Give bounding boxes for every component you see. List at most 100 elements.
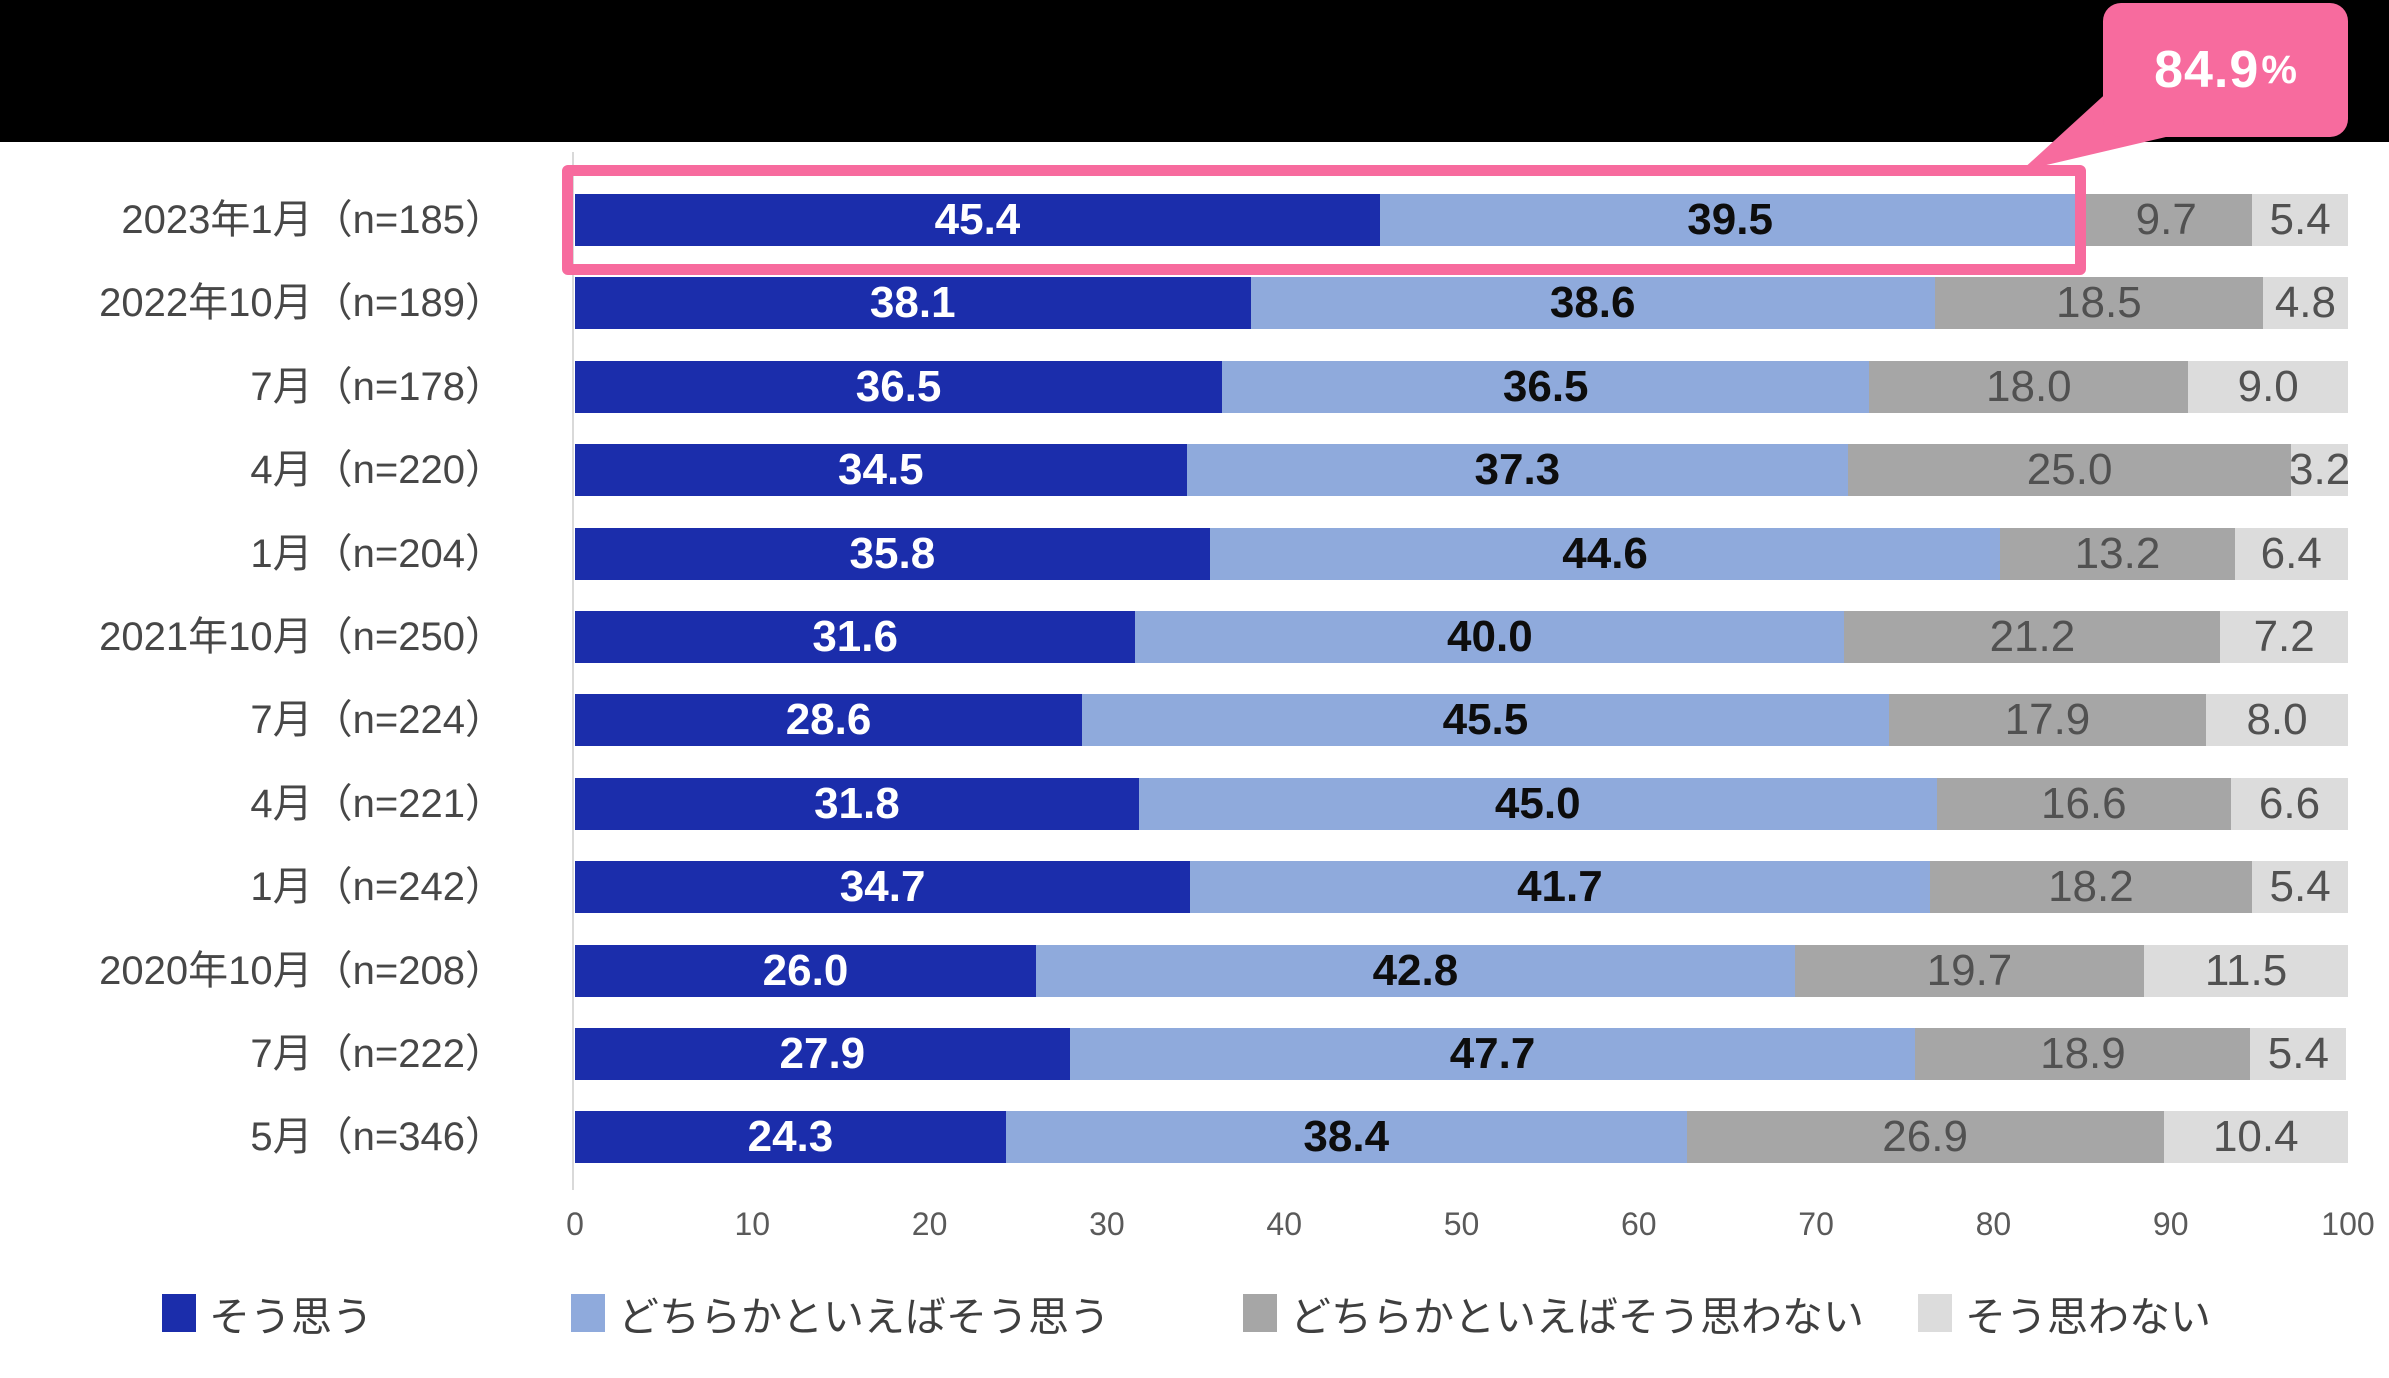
bar-value-label: 9.7 [2135, 195, 2197, 244]
bar-segment: 45.0 [1138, 778, 1937, 830]
bar-value-label: 8.0 [2246, 695, 2308, 744]
bar-segment: 5.4 [2252, 861, 2348, 913]
bar-segment: 38.4 [1005, 1111, 1687, 1163]
bar-segment: 31.8 [575, 778, 1139, 830]
bar-segment: 3.2 [2289, 444, 2351, 496]
bar-value-label: 21.2 [1989, 612, 2076, 661]
bar-segment: 27.9 [575, 1028, 1070, 1080]
legend: そう思う どちらかといえばそう思う どちらかといえばそう思わない そう思わない [0, 1283, 2389, 1340]
bar-value-label: 31.8 [814, 779, 900, 828]
tick-label: 0 [566, 1206, 584, 1242]
legend-swatch [1918, 1294, 1952, 1332]
stacked-bar: 28.6 45.5 17.9 8.0 [575, 694, 2348, 746]
bar-segment: 44.6 [1209, 528, 2001, 580]
bar-segment: 38.6 [1250, 277, 1935, 329]
bar-segment: 18.0 [1869, 361, 2189, 413]
bar-value-label: 10.4 [2212, 1112, 2299, 1161]
row-label: 1月（n=242） [250, 865, 505, 909]
legend-swatch [571, 1294, 605, 1332]
bar-segment: 18.9 [1915, 1028, 2251, 1080]
bar-value-label: 38.4 [1303, 1112, 1390, 1161]
bar-segment: 42.8 [1035, 945, 1795, 997]
bar-value-label: 5.4 [2269, 862, 2331, 911]
bar-value-label: 42.8 [1372, 946, 1459, 995]
bar-value-label: 44.6 [1562, 529, 1648, 578]
bar-segment: 18.2 [1929, 861, 2253, 913]
bar-segment: 47.7 [1069, 1028, 1916, 1080]
chart-row: 1月（n=204） 35.8 44.6 13.2 6.4 [0, 528, 2389, 580]
bar-value-label: 6.6 [2258, 779, 2321, 828]
bar-value-label: 5.4 [2269, 195, 2331, 244]
legend-label: どちらかといえばそう思わない [1290, 1294, 1864, 1340]
bar-segment: 16.6 [1936, 778, 2231, 830]
x-axis-ticks: 0 10 20 30 40 50 60 70 80 90 100 [0, 1206, 2389, 1248]
bar-segment: 17.9 [1888, 694, 2207, 746]
bar-value-label: 7.2 [2253, 612, 2315, 661]
bar-value-label: 36.5 [855, 362, 942, 411]
bar-value-label: 26.0 [762, 946, 849, 995]
bar-value-label: 38.6 [1549, 278, 1636, 327]
bar-value-label: 19.7 [1926, 946, 2013, 995]
bar-segment: 10.4 [2163, 1111, 2348, 1163]
stacked-bar: 45.4 39.5 9.7 5.4 [575, 194, 2348, 246]
bar-value-label: 18.9 [2040, 1029, 2126, 1078]
bar-value-label: 18.0 [1986, 362, 2072, 411]
tick-label: 50 [1443, 1206, 1480, 1242]
bar-value-label: 25.0 [2026, 445, 2113, 494]
tick-label: 80 [1975, 1206, 2012, 1242]
bar-segment: 39.5 [1379, 194, 2081, 246]
row-label: 2023年1月（n=185） [121, 198, 505, 242]
bar-value-label: 34.5 [838, 445, 924, 494]
bar-segment: 36.5 [1222, 361, 1870, 413]
bar-value-label: 5.4 [2267, 1029, 2329, 1078]
bar-value-label: 13.2 [2074, 529, 2161, 578]
legend-item: そう思わない [1918, 1283, 2211, 1343]
bar-segment: 28.6 [575, 694, 1083, 746]
row-label: 7月（n=178） [250, 365, 505, 409]
bar-segment: 8.0 [2206, 694, 2348, 746]
top-banner [0, 0, 2389, 142]
bar-value-label: 45.4 [934, 195, 1021, 244]
bar-segment: 34.7 [575, 861, 1191, 913]
bar-value-label: 16.6 [2040, 779, 2127, 828]
bar-segment: 18.5 [1934, 277, 2263, 329]
chart-row: 7月（n=178） 36.5 36.5 18.0 9.0 [0, 361, 2389, 413]
bar-segment: 35.8 [575, 528, 1210, 580]
row-label: 2020年10月（n=208） [99, 949, 505, 993]
row-label: 2022年10月（n=189） [99, 281, 505, 325]
legend-label: どちらかといえばそう思う [618, 1294, 1110, 1340]
row-label: 7月（n=224） [250, 698, 505, 742]
bar-segment: 36.5 [575, 361, 1223, 413]
callout-value: 84.9 [2154, 41, 2260, 99]
bar-value-label: 3.2 [2289, 445, 2351, 494]
bar-value-label: 26.9 [1882, 1112, 1968, 1161]
legend-label: そう思う [209, 1294, 373, 1340]
bar-segment: 31.6 [575, 611, 1136, 663]
stacked-bar: 24.3 38.4 26.9 10.4 [575, 1111, 2348, 1163]
tick-label: 60 [1621, 1206, 1657, 1242]
legend-item: どちらかといえばそう思わない [1243, 1283, 1864, 1343]
row-label: 4月（n=221） [250, 782, 505, 826]
stacked-bar: 35.8 44.6 13.2 6.4 [575, 528, 2348, 580]
bar-value-label: 39.5 [1687, 195, 1773, 244]
tick-label: 10 [734, 1206, 771, 1242]
row-label: 5月（n=346） [250, 1115, 505, 1159]
bar-value-label: 27.9 [779, 1029, 866, 1078]
tick-label: 90 [2152, 1206, 2189, 1242]
bar-segment: 45.4 [575, 194, 1380, 246]
bar-value-label: 31.6 [812, 612, 898, 661]
legend-item: どちらかといえばそう思う [571, 1283, 1110, 1343]
chart-row: 2023年1月（n=185） 45.4 39.5 9.7 5.4 [0, 194, 2389, 246]
bar-segment: 34.5 [575, 444, 1187, 496]
bar-segment: 9.7 [2080, 194, 2253, 246]
tick-label: 20 [911, 1206, 948, 1242]
chart-row: 2020年10月（n=208） 26.0 42.8 19.7 11.5 [0, 945, 2389, 997]
bar-value-label: 9.0 [2237, 362, 2299, 411]
bar-segment: 13.2 [2000, 528, 2235, 580]
legend-swatch [162, 1294, 196, 1332]
bar-value-label: 4.8 [2274, 278, 2336, 327]
bar-segment: 11.5 [2144, 945, 2348, 997]
bar-segment: 21.2 [1844, 611, 2221, 663]
